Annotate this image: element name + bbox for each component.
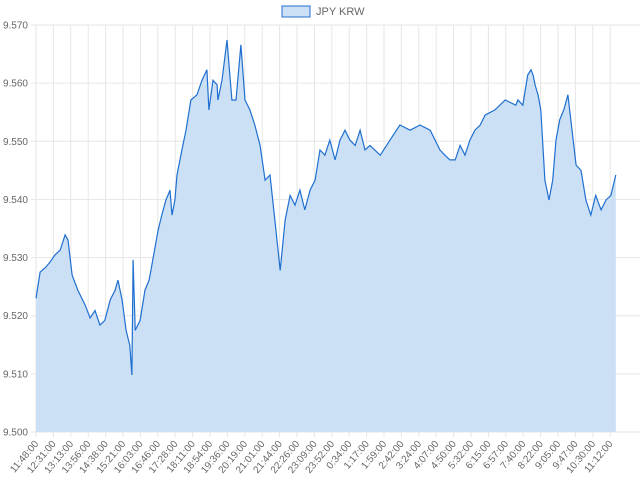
y-tick-label: 9.520 [3,311,28,322]
series-area-jpy-krw [36,40,616,432]
legend-swatch [281,5,311,18]
legend[interactable]: JPY KRW [281,5,365,18]
y-tick-label: 9.500 [3,428,28,439]
y-tick-label: 9.540 [3,195,28,206]
y-tick-label: 9.510 [3,369,28,380]
y-tick-label: 9.560 [3,79,28,90]
series-line-jpy-krw [35,40,617,376]
y-axis: 9.500 9.510 9.520 9.530 9.540 9.550 9.560 9.570 [3,21,28,439]
y-tick-label: 9.570 [3,21,28,32]
y-tick-label: 9.550 [3,137,28,148]
y-tick-label: 9.530 [3,253,28,264]
x-axis: 11:48:0012:31:0013:13:0013:56:0014:38:00… [8,439,615,476]
legend-label: JPY KRW [316,6,365,18]
